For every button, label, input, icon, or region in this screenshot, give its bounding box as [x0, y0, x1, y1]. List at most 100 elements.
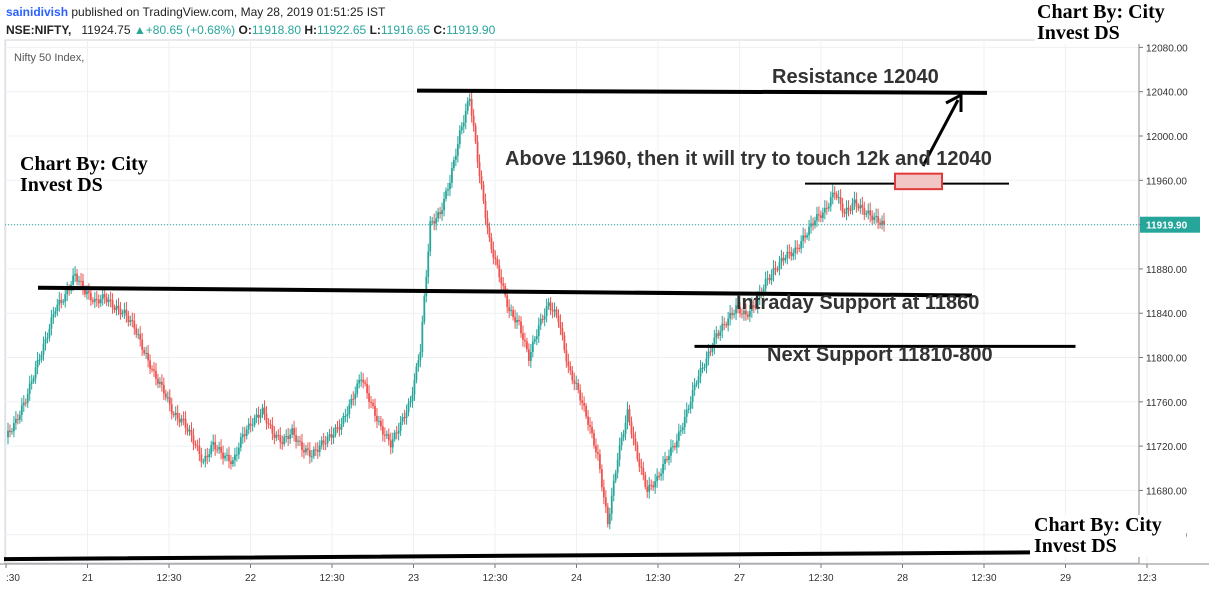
- candle-body: [403, 417, 406, 419]
- candle-body: [141, 339, 144, 350]
- candle-body: [863, 207, 866, 215]
- candle-body: [364, 382, 367, 384]
- candle-body: [478, 162, 481, 177]
- x-tick-label: 29: [1060, 573, 1072, 584]
- candle-body: [103, 294, 106, 298]
- published-text: published on TradingView.com, May 28, 20…: [71, 5, 386, 19]
- candle-body: [756, 298, 759, 308]
- time-axis: :30 21 12:30 22 12:30 23 12:30 24 12:30 27 12:30 28…: [0, 563, 1209, 584]
- candle-body: [188, 430, 191, 432]
- candle-body: [537, 325, 540, 337]
- candle-body: [271, 424, 274, 434]
- candle-body: [748, 310, 751, 317]
- candle-body: [14, 418, 17, 424]
- intraday-line[interactable]: [37, 285, 973, 298]
- candle-body: [176, 412, 179, 419]
- candle-body: [802, 235, 805, 242]
- y-tick-label: 11720.00: [1146, 442, 1187, 453]
- candle-body: [356, 383, 359, 394]
- candle-body: [666, 458, 668, 460]
- candle-body: [634, 438, 637, 446]
- candle-body: [567, 361, 570, 367]
- author-link[interactable]: sainidivish: [6, 5, 69, 19]
- candle-body: [232, 460, 234, 465]
- candle-body: [162, 384, 165, 394]
- candle-body: [770, 274, 773, 281]
- candle-body: [636, 445, 639, 459]
- candle-body: [429, 221, 432, 252]
- candle-body: [261, 407, 264, 415]
- candle-body: [518, 319, 520, 322]
- intraday-support-label: Intraday Support at 11860: [736, 292, 980, 314]
- x-tick-label: 27: [734, 573, 746, 584]
- candle-body: [52, 314, 55, 318]
- candle-body: [494, 257, 497, 260]
- candle-body: [482, 184, 485, 201]
- candle-body: [581, 400, 584, 404]
- candle-body: [539, 318, 542, 326]
- bottom-line[interactable]: [3, 550, 1031, 562]
- candle-body: [105, 297, 108, 303]
- candle-body: [411, 394, 414, 402]
- candle-body: [376, 415, 378, 422]
- candle-body: [74, 273, 76, 276]
- candle-body: [445, 190, 447, 199]
- candle-body: [486, 218, 489, 228]
- candle-body: [279, 435, 282, 443]
- candle-body: [460, 126, 463, 131]
- candle-body: [149, 360, 151, 369]
- candle-body: [745, 310, 747, 315]
- candle-body: [115, 305, 118, 311]
- candle-body: [699, 368, 702, 377]
- above-note: Above 11960, then it will try to touch 1…: [505, 148, 992, 170]
- candle-body: [393, 432, 396, 440]
- candle-body: [222, 452, 224, 459]
- candle-body: [99, 299, 102, 304]
- candle-body: [879, 222, 881, 225]
- candle-body: [245, 429, 248, 436]
- candle-body: [36, 359, 39, 368]
- candle-body: [415, 366, 418, 381]
- candle-body: [157, 378, 159, 384]
- candle-body: [845, 207, 848, 214]
- candle-body: [750, 305, 753, 311]
- candle-body: [573, 380, 576, 384]
- candle-body: [224, 455, 226, 459]
- candle-body: [646, 486, 649, 492]
- candle-body: [433, 221, 436, 224]
- candle-body: [419, 351, 422, 361]
- candle-body: [693, 384, 696, 390]
- candle-body: [506, 295, 509, 308]
- candle-body: [810, 223, 812, 227]
- breakout-zone[interactable]: [894, 172, 943, 191]
- resistance-line[interactable]: [416, 88, 988, 95]
- candle-body: [660, 473, 662, 477]
- candle-body: [719, 331, 722, 336]
- candle-body: [354, 393, 357, 400]
- candle-body: [87, 291, 90, 293]
- candle-body: [721, 323, 724, 332]
- candle-body: [725, 324, 728, 326]
- candle-body: [502, 283, 505, 286]
- x-tick-label: 23: [408, 573, 420, 584]
- candle-body: [435, 218, 438, 224]
- candle-body: [125, 309, 128, 316]
- candle-body: [541, 318, 544, 320]
- x-tick-label: 12:30: [645, 573, 670, 584]
- open-value: 11918.80: [251, 23, 302, 37]
- candle-body: [196, 445, 199, 447]
- candle-body: [178, 418, 181, 423]
- candle-body: [194, 443, 197, 446]
- candle-body: [160, 381, 163, 385]
- candle-body: [543, 315, 546, 320]
- candle-body: [597, 452, 599, 455]
- candle-body: [97, 299, 100, 304]
- x-tick-label: :30: [6, 573, 20, 584]
- candle-body: [670, 447, 672, 456]
- candle-body: [464, 110, 467, 123]
- candle-body: [741, 313, 743, 315]
- candle-body: [638, 458, 641, 467]
- ohlc-line: NSE:NIFTY, 11924.75 ▲+80.65 (+0.68%) O:1…: [6, 23, 495, 37]
- candle-body: [656, 475, 659, 482]
